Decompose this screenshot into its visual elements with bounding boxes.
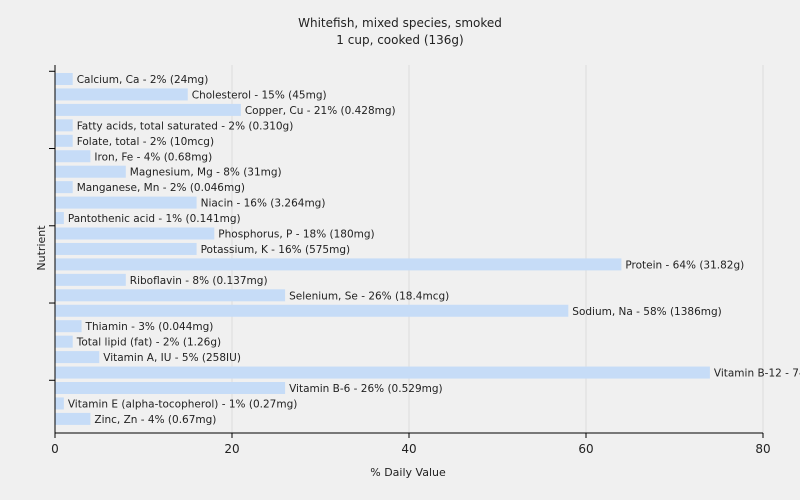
chart-subtitle: 1 cup, cooked (136g): [336, 33, 463, 47]
x-tick-label: 60: [578, 442, 593, 456]
bar: [55, 212, 64, 225]
x-tick-label: 80: [755, 442, 770, 456]
bar-label: Thiamin - 3% (0.044mg): [85, 321, 214, 333]
bar: [55, 165, 126, 178]
bar: [55, 150, 91, 163]
bar-label: Niacin - 16% (3.264mg): [201, 198, 326, 210]
bar-label: Protein - 64% (31.82g): [625, 259, 744, 271]
bar-label: Selenium, Se - 26% (18.4mcg): [289, 290, 449, 302]
bar-label: Sodium, Na - 58% (1386mg): [572, 306, 721, 318]
bar: [55, 134, 73, 147]
x-tick-label: 20: [224, 442, 239, 456]
bar-label: Vitamin A, IU - 5% (258IU): [103, 352, 241, 364]
bars: Calcium, Ca - 2% (24mg) Cholesterol - 15%…: [55, 73, 800, 426]
bar-label: Iron, Fe - 4% (0.68mg): [94, 151, 212, 163]
bar: [55, 273, 126, 286]
bar: [55, 103, 241, 116]
x-tick-label: 40: [401, 442, 416, 456]
bar: [55, 73, 73, 85]
bar-label: Total lipid (fat) - 2% (1.26g): [76, 337, 221, 349]
bar: [55, 412, 91, 425]
bar: [55, 258, 622, 271]
bar: [55, 366, 710, 379]
bar-label: Vitamin B-6 - 26% (0.529mg): [289, 383, 443, 395]
bar-label: Potassium, K - 16% (575mg): [201, 244, 351, 256]
bar: [55, 289, 286, 302]
bar: [55, 304, 569, 317]
bar-label: Fatty acids, total saturated - 2% (0.310…: [77, 120, 294, 132]
bar-label: Cholesterol - 15% (45mg): [192, 89, 327, 101]
bar: [55, 382, 286, 394]
bar: [55, 88, 188, 101]
bar: [55, 242, 197, 255]
bar-label: Vitamin B-12 - 74% (4.43mcg): [714, 368, 800, 380]
bar-label: Riboflavin - 8% (0.137mg): [130, 275, 268, 287]
x-axis-title: % Daily Value: [370, 466, 446, 479]
bar: [55, 119, 73, 132]
bar-label: Copper, Cu - 21% (0.428mg): [245, 105, 396, 117]
bar: [55, 227, 215, 240]
bar-label: Phosphorus, P - 18% (180mg): [218, 229, 374, 241]
bar: [55, 397, 64, 410]
bar-label: Folate, total - 2% (10mcg): [77, 136, 214, 148]
bar: [55, 181, 73, 194]
x-tick-label: 0: [51, 442, 59, 456]
bar-label: Manganese, Mn - 2% (0.046mg): [77, 182, 245, 194]
bar-label: Magnesium, Mg - 8% (31mg): [130, 167, 282, 179]
bar: [55, 196, 197, 209]
bar-label: Vitamin E (alpha-tocopherol) - 1% (0.27m…: [68, 398, 298, 410]
y-axis-title: Nutrient: [35, 225, 48, 271]
bar: [55, 351, 100, 364]
bar: [55, 335, 73, 348]
bar-label: Pantothenic acid - 1% (0.141mg): [68, 213, 241, 225]
bar-label: Calcium, Ca - 2% (24mg): [77, 74, 209, 86]
bar: [55, 320, 82, 333]
bar-label: Zinc, Zn - 4% (0.67mg): [94, 414, 216, 426]
axes: 0 20 40 60 80: [49, 65, 771, 456]
chart-title: Whitefish, mixed species, smoked: [298, 16, 502, 30]
